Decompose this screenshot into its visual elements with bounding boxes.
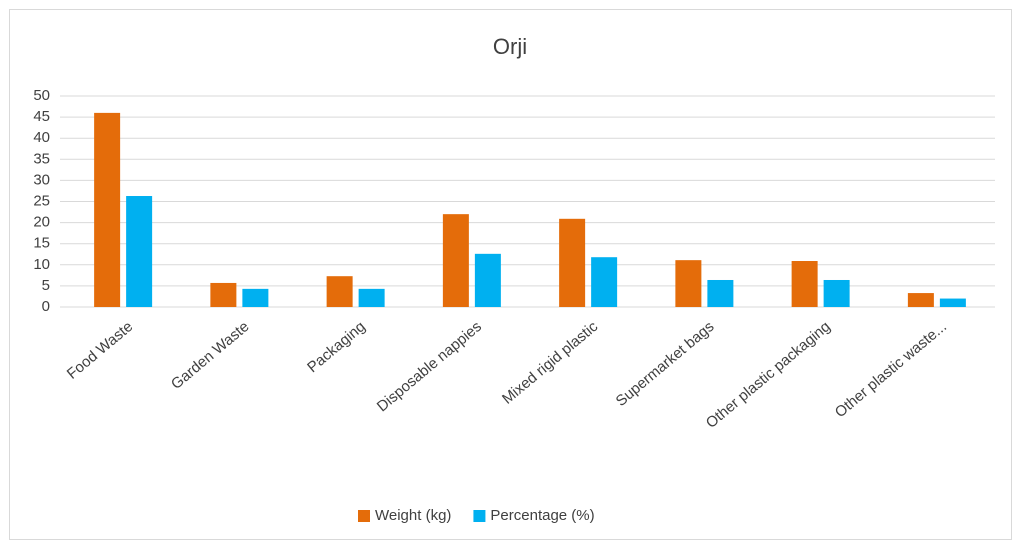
y-tick-label: 35 [33,150,50,167]
bar [675,260,702,307]
y-tick-label: 25 [33,192,50,209]
legend-swatch [358,510,370,522]
bar [474,253,501,307]
bar [442,214,469,307]
legend-label: Percentage (%) [490,507,594,524]
y-tick-label: 50 [33,87,50,104]
bar [707,279,734,307]
legend-swatch [473,510,486,522]
bar [907,293,934,307]
y-tick-label: 30 [33,171,50,188]
y-tick-label: 20 [33,214,50,231]
y-tick-label: 40 [33,129,50,146]
y-tick-label: 0 [42,298,50,315]
bar [559,218,586,307]
bar [94,112,121,307]
bar [791,261,818,307]
bar [326,276,353,307]
bar [823,279,850,307]
bar [242,288,269,307]
bar [358,288,385,307]
y-tick-label: 10 [33,256,50,273]
chart-title: Orji [493,34,527,59]
bar [210,282,237,307]
chart-border [9,9,1012,540]
y-tick-label: 5 [42,277,50,294]
bar [591,257,618,307]
bar [939,298,966,307]
y-tick-label: 15 [33,235,50,252]
legend-label: Weight (kg) [375,507,451,524]
y-tick-label: 45 [33,108,50,125]
bar [126,196,153,307]
